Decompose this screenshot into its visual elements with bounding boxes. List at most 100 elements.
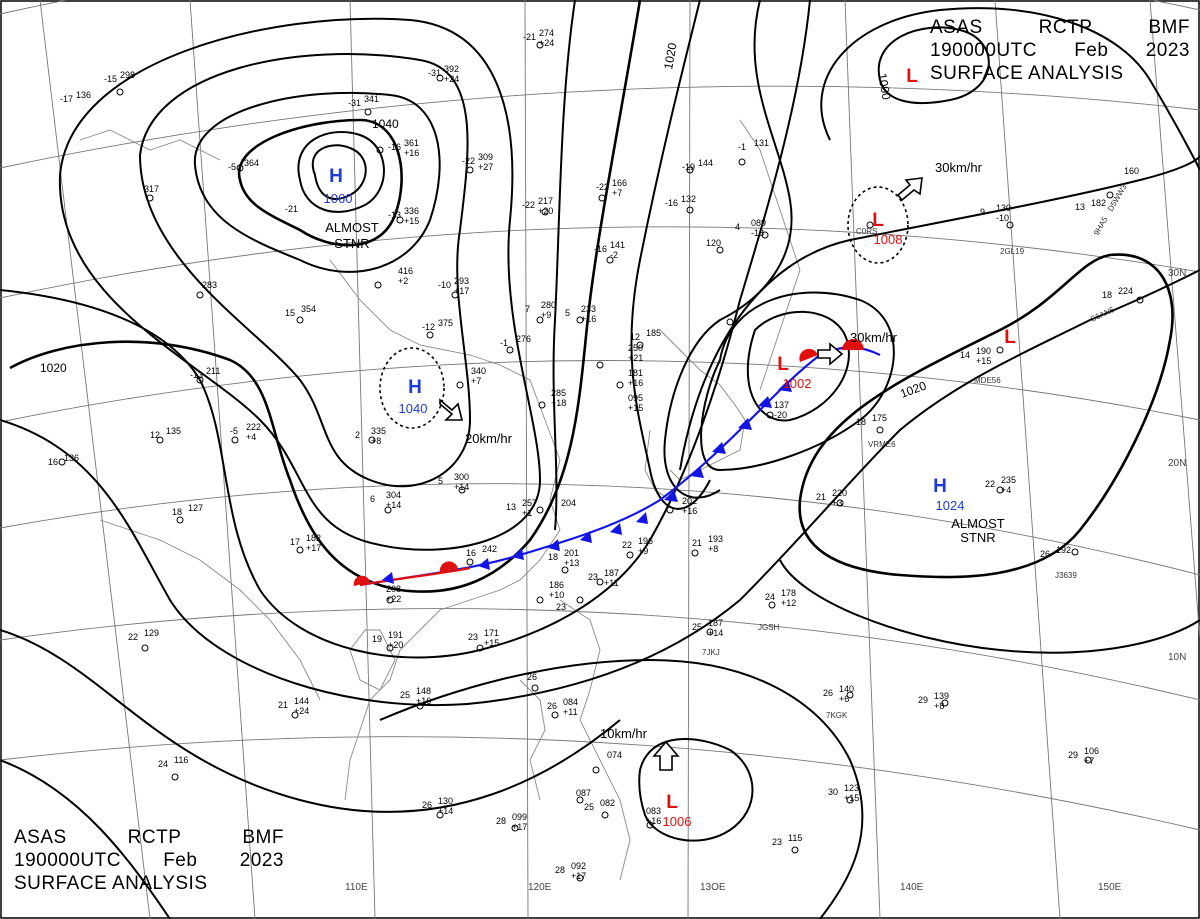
station-pressure-tendency: +18 [551, 398, 566, 408]
station-pressure: 141 [610, 240, 625, 250]
station-pressure: 136 [64, 453, 79, 463]
system-motion-label: 30km/hr [935, 160, 983, 175]
latitude-label: 20N [1168, 458, 1186, 469]
header-agency: ASAS [930, 17, 983, 38]
ship-callsign: 9HA5 [1092, 215, 1110, 237]
system-note: STNR [334, 236, 369, 251]
station-pressure: 178 [781, 588, 796, 598]
station-pressure-tendency: +4 [246, 432, 256, 442]
latitude-labels: 30N 20N 10N [1168, 268, 1186, 663]
station-pressure: 340 [471, 366, 486, 376]
warm-front-segment [359, 566, 471, 587]
station-pressure-tendency: +24 [539, 38, 554, 48]
longitude-labels: 110E 120E 13OE 140E 150E [345, 882, 1122, 893]
station-pressure: 233 [581, 304, 596, 314]
low-pressure-symbol: L [777, 354, 789, 375]
station-temperature: 25 [584, 802, 594, 812]
station-pressure-tendency: -2 [610, 250, 618, 260]
header-agency: ASAS [14, 827, 67, 848]
station-temperature: 18 [1102, 290, 1112, 300]
station-temperature: -16 [665, 198, 678, 208]
system-motion-label: 20km/hr [465, 431, 513, 446]
station-temperature: -21 [523, 32, 536, 42]
station-pressure-tendency: +14 [708, 628, 723, 638]
station-pressure: 285 [551, 388, 566, 398]
station-pressure: 087 [576, 788, 591, 798]
station-temperature: 18 [856, 417, 866, 427]
low-pressure-symbol: L [872, 210, 884, 231]
station-pressure: 132 [681, 194, 696, 204]
station-pressure: 106 [1084, 746, 1099, 756]
isobar-label: 1000 [875, 72, 893, 101]
station-pressure-tendency: +9 [638, 546, 648, 556]
station-pressure-tendency: +7 [1084, 756, 1094, 766]
station-temperature: 19 [372, 634, 382, 644]
station-pressure: 095 [628, 393, 643, 403]
station-temperature: 13 [1075, 202, 1085, 212]
station-pressure: 160 [1124, 166, 1139, 176]
station-pressure-tendency: +11 [563, 707, 578, 717]
station-temperature: 23 [556, 602, 566, 612]
warm-front-bumps [353, 339, 864, 586]
station-pressure-tendency: +14 [438, 806, 453, 816]
longitude-label: 120E [528, 882, 552, 893]
station-pressure-tendency: +12 [781, 598, 796, 608]
station-pressure: 204 [561, 498, 576, 508]
station-pressure: 084 [563, 697, 578, 707]
station-pressure: 144 [698, 158, 713, 168]
station-pressure: 392 [444, 64, 459, 74]
station-temperature: -1 [738, 142, 746, 152]
chart-header-bottom: ASAS RCTP BMF 190000UTC Feb 2023 SURFACE… [14, 826, 284, 895]
isobar-label: 1020 [40, 361, 67, 375]
station-pressure: 300 [454, 472, 469, 482]
station-temperature: -17 [60, 94, 73, 104]
header-product: SURFACE ANALYSIS [14, 873, 208, 894]
ship-callsign: 2GL19 [1000, 247, 1025, 256]
high-pressure-symbol: H [933, 476, 947, 497]
header-year: 2023 [239, 850, 284, 871]
station-temperature: 18 [548, 552, 558, 562]
station-temperature: 28 [555, 865, 565, 875]
station-temperature: 4 [735, 222, 740, 232]
station-pressure: 130 [996, 203, 1011, 213]
station-temperature: 18 [172, 507, 182, 517]
station-pressure: 304 [386, 490, 401, 500]
station-temperature: 29 [1068, 750, 1078, 760]
station-pressure-tendency: +3 [832, 498, 842, 508]
station-pressure-tendency: +14 [454, 482, 469, 492]
station-temperature: -22 [522, 200, 535, 210]
header-office: BMF [242, 827, 284, 848]
station-pressure-tendency: +20 [538, 206, 553, 216]
station-temperature: 16 [466, 548, 476, 558]
station-pressure: 115 [788, 833, 802, 843]
header-time: 190000UTC [14, 850, 121, 871]
station-pressure: 190 [976, 346, 991, 356]
station-temperature: -13 [388, 210, 401, 220]
header-time: 190000UTC [930, 40, 1037, 61]
station-temperature: -31 [428, 68, 441, 78]
header-station: RCTP [127, 827, 182, 848]
central-pressure-value: 1040 [399, 401, 428, 416]
station-pressure: 144 [294, 696, 309, 706]
station-temperature: -19 [682, 162, 695, 172]
station-pressure-tendency: +16 [416, 696, 431, 706]
station-pressure-tendency: +4 [1001, 485, 1011, 495]
station-temperature: -5 [230, 426, 238, 436]
station-pressure: 257 [522, 498, 537, 508]
station-pressure: 293 [454, 276, 469, 286]
station-pressure: 182 [306, 533, 321, 543]
latitude-label: 10N [1168, 652, 1186, 663]
station-pressure-tendency: +2 [398, 276, 408, 286]
station-pressure: 191 [388, 630, 403, 640]
station-pressure: 309 [478, 152, 493, 162]
ship-callsign: 7KGK [826, 711, 848, 720]
station-pressure: 196 [638, 536, 653, 546]
station-pressure: 139 [934, 691, 949, 701]
station-pressure-tendency: +7 [471, 376, 481, 386]
station-pressure: 222 [246, 422, 261, 432]
station-temperature: -31 [348, 98, 361, 108]
station-pressure-tendency: +8 [934, 701, 944, 711]
dashed-isobar-low-1008 [847, 186, 909, 264]
header-month: Feb [1074, 40, 1109, 61]
